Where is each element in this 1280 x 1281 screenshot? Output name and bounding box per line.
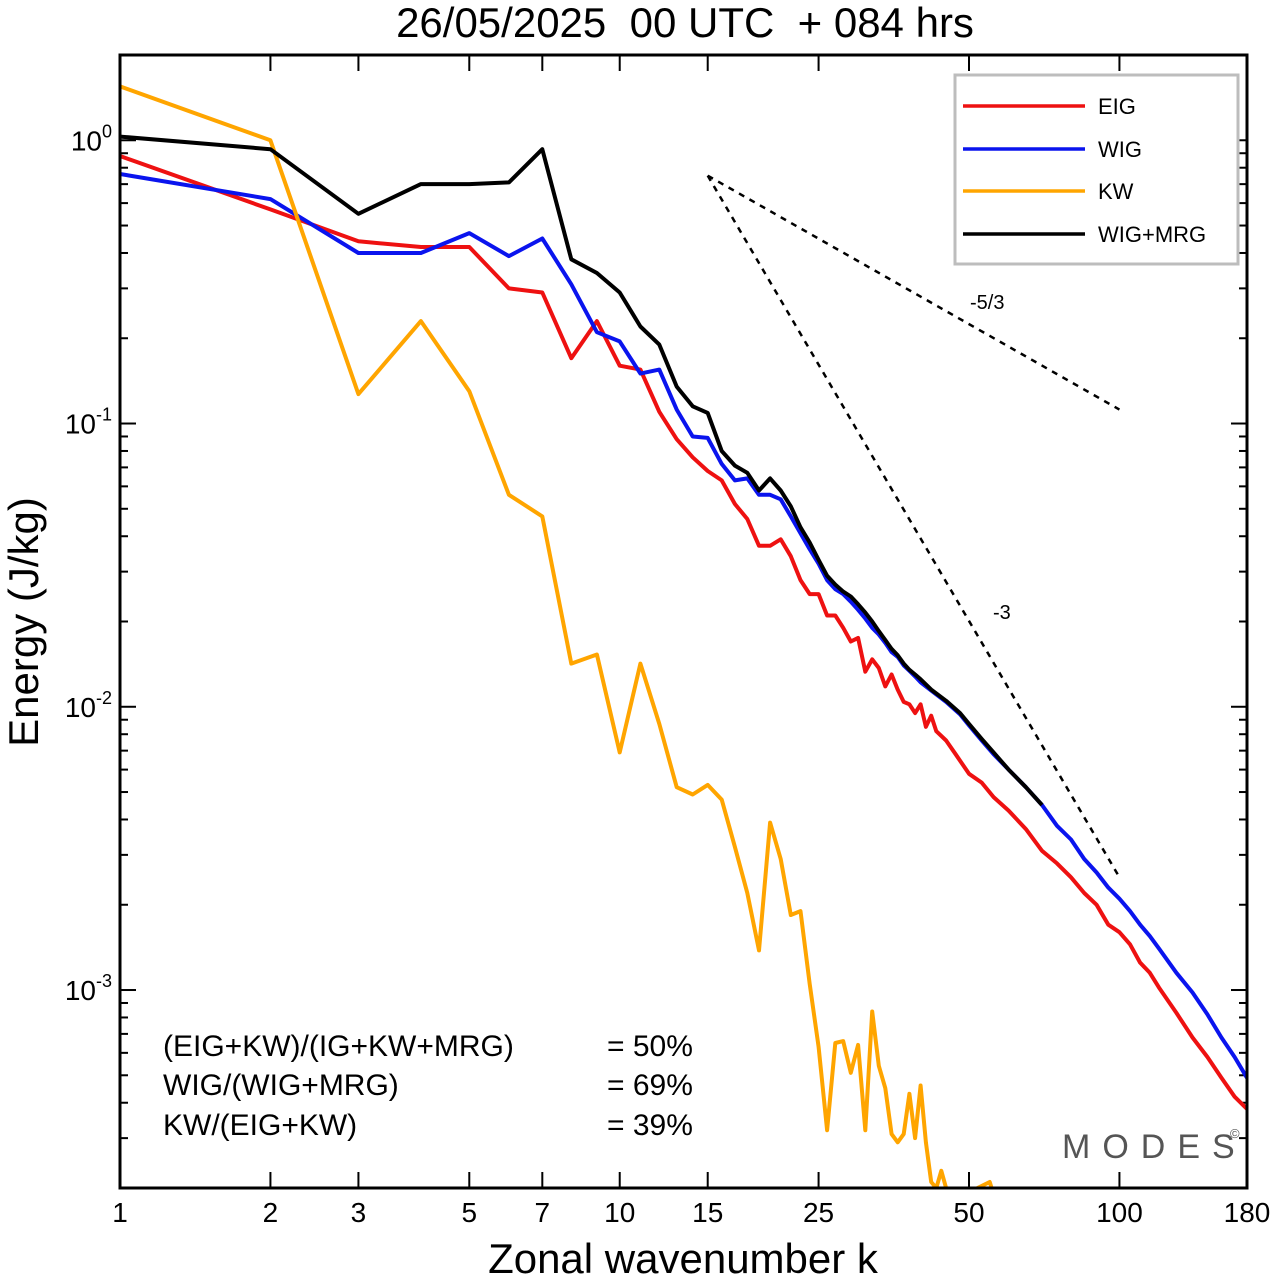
x-tick-label: 15 xyxy=(692,1197,723,1228)
plot-frame xyxy=(118,53,1249,1190)
x-tick-label: 25 xyxy=(803,1197,834,1228)
series-line-eig xyxy=(120,154,1247,1111)
ratio-annotations: (EIG+KW)/(IG+KW+MRG) = 50% WIG/(WIG+MRG)… xyxy=(163,1030,693,1142)
y-tick-label: 10-2 xyxy=(65,688,112,723)
y-tick-label: 10-1 xyxy=(65,405,112,440)
modes-watermark: MODES xyxy=(1062,1128,1247,1166)
ratio-label-wig: WIG/(WIG+MRG) xyxy=(163,1069,399,1102)
y-axis-label: Energy (J/kg) xyxy=(0,497,47,747)
ratio-label-eig-kw: (EIG+KW)/(IG+KW+MRG) xyxy=(163,1030,514,1063)
axis-ticks xyxy=(119,54,1248,1189)
x-tick-label: 3 xyxy=(351,1197,367,1228)
legend-label-wig: WIG xyxy=(1098,137,1142,162)
y-tick-label: 100 xyxy=(71,121,112,156)
chart-title: 26/05/2025 00 UTC + 084 hrs xyxy=(396,0,974,46)
x-tick-label: 50 xyxy=(953,1197,984,1228)
legend: EIG WIG KW WIG+MRG xyxy=(953,73,1240,266)
x-tick-label: 180 xyxy=(1224,1197,1271,1228)
x-tick-labels: 1 2 3 5 7 10 15 25 50 100 180 xyxy=(112,1197,1270,1228)
series-layer xyxy=(120,84,1247,1188)
copyright-mark: © xyxy=(1230,1126,1240,1141)
ratio-value-kw: = 39% xyxy=(607,1109,693,1142)
y-tick-label: 10-3 xyxy=(65,971,112,1006)
x-tick-label: 100 xyxy=(1096,1197,1143,1228)
series-line-kw xyxy=(120,84,994,1188)
legend-label-eig: EIG xyxy=(1098,94,1136,119)
y-tick-labels: 100 10-1 10-2 10-3 xyxy=(65,121,112,1006)
ratio-label-kw: KW/(EIG+KW) xyxy=(163,1109,357,1142)
series-line-wig-mrg xyxy=(120,134,1044,807)
x-tick-label: 10 xyxy=(604,1197,635,1228)
legend-label-wig-mrg: WIG+MRG xyxy=(1098,222,1206,247)
x-tick-label: 5 xyxy=(461,1197,477,1228)
slope-label-three: -3 xyxy=(993,602,1011,624)
x-tick-label: 1 xyxy=(112,1197,128,1228)
reference-slopes xyxy=(706,174,1121,878)
ratio-value-wig: = 69% xyxy=(607,1069,693,1102)
legend-label-kw: KW xyxy=(1098,179,1134,204)
ratio-value-eig-kw: = 50% xyxy=(607,1030,693,1063)
x-tick-label: 2 xyxy=(263,1197,279,1228)
x-tick-label: 7 xyxy=(535,1197,551,1228)
x-axis-label: Zonal wavenumber k xyxy=(488,1235,879,1281)
reference-slope-line xyxy=(706,175,1121,878)
slope-label-five-thirds: -5/3 xyxy=(970,292,1004,314)
